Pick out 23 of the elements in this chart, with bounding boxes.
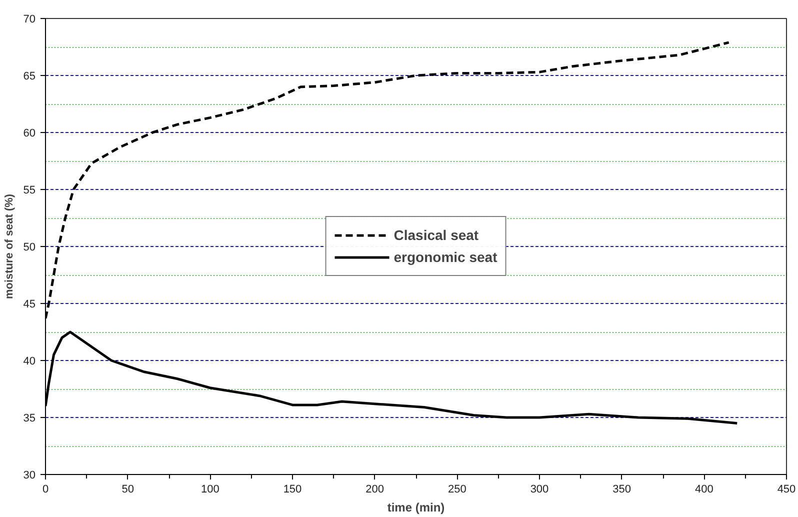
- y-axis-title: moisture of seat (%): [3, 194, 16, 300]
- x-tick-label: 200: [366, 484, 384, 496]
- y-tick-label: 55: [23, 184, 36, 196]
- y-tick-label: 30: [23, 470, 36, 482]
- x-tick-label: 50: [122, 484, 134, 496]
- x-tick-label: 450: [777, 484, 796, 496]
- y-tick-label: 60: [23, 128, 36, 140]
- x-tick-label: 400: [694, 484, 714, 496]
- legend-label: ergonomic seat: [394, 249, 498, 265]
- x-tick-label: 0: [42, 484, 49, 496]
- x-tick-label: 100: [200, 484, 220, 496]
- y-tick-label: 40: [23, 356, 36, 368]
- y-tick-label: 45: [23, 298, 36, 310]
- x-tick-label: 250: [448, 484, 466, 496]
- y-tick-label: 65: [23, 70, 36, 82]
- y-tick-label: 50: [23, 242, 36, 254]
- x-tick-label: 150: [283, 484, 302, 496]
- legend-label: Clasical seat: [394, 227, 479, 243]
- y-tick-label: 70: [23, 14, 36, 26]
- y-tick-label: 35: [23, 412, 36, 424]
- x-tick-label: 350: [612, 484, 632, 496]
- x-axis-title: time (min): [387, 500, 445, 514]
- x-tick-label: 300: [530, 484, 549, 496]
